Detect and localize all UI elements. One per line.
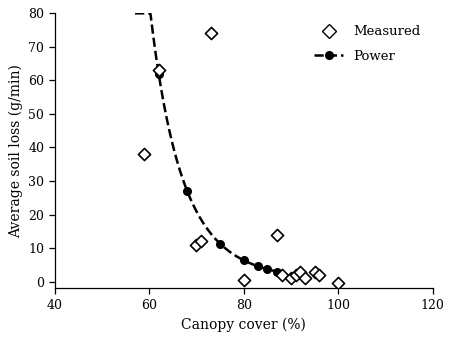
Point (335, 280, 342, 286)
Point (240, 277, 247, 283)
Point (287, 275, 294, 281)
Legend: Measured, Power: Measured, Power (309, 20, 426, 68)
Point (302, 275, 309, 281)
Y-axis label: Average soil loss (g/min): Average soil loss (g/min) (8, 64, 23, 238)
Point (316, 272, 323, 278)
Point (155, 68, 162, 73)
Point (311, 269, 318, 274)
Point (198, 239, 205, 244)
Point (297, 269, 304, 274)
Point (141, 151, 148, 157)
Point (278, 272, 285, 278)
Point (273, 232, 280, 237)
Point (193, 242, 200, 248)
X-axis label: Canopy cover (%): Canopy cover (%) (181, 317, 306, 332)
Point (207, 31, 214, 36)
Point (292, 272, 299, 278)
